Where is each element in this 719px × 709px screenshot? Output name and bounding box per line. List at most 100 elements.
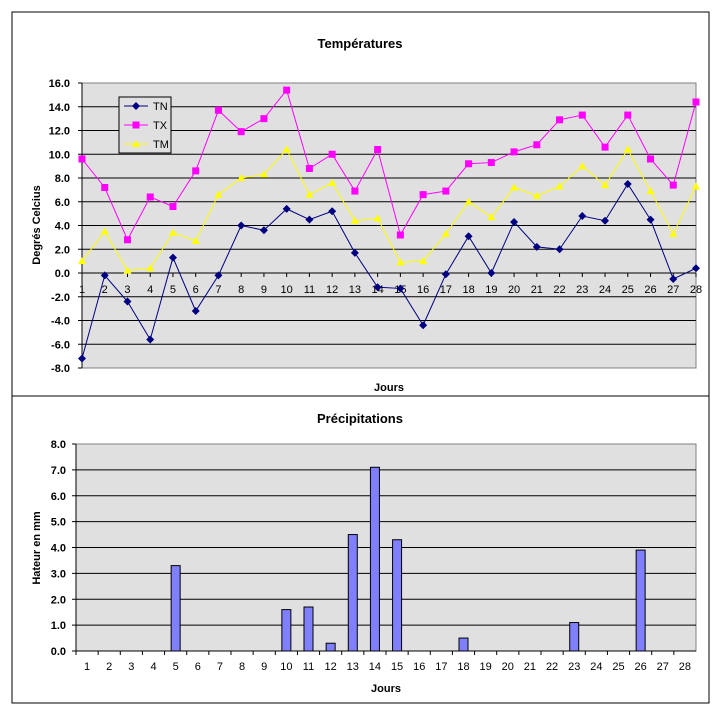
x-tick-label: 13 <box>349 284 361 296</box>
tx-point <box>132 121 140 129</box>
tm-point <box>350 216 359 224</box>
precip-bar <box>392 539 403 652</box>
tx-point <box>487 159 495 167</box>
legend-label-tx: TX <box>153 120 168 132</box>
tn-point <box>168 253 177 262</box>
tm-point <box>464 197 473 205</box>
y-tick-label: 6.0 <box>51 491 66 503</box>
y-tick-label: 8.0 <box>51 439 66 451</box>
tx-point <box>305 165 313 172</box>
tm-point <box>168 228 177 236</box>
tn-point <box>191 307 200 315</box>
tm-point <box>487 213 496 221</box>
y-tick-label: 2.0 <box>51 594 66 606</box>
tx-point <box>624 111 632 119</box>
x-tick-label: 8 <box>238 284 244 296</box>
y-tick-label: -4.0 <box>51 316 70 328</box>
y-tick-label: 16.0 <box>49 78 70 90</box>
tx-point <box>578 111 586 119</box>
x-tick-label: 8 <box>239 661 245 673</box>
tx-point <box>214 106 222 114</box>
tm-point <box>132 140 140 147</box>
x-axis-title: Jours <box>371 683 401 695</box>
legend: TN TX TM <box>118 96 172 154</box>
x-tick-label: 19 <box>480 661 492 673</box>
tn-line <box>81 182 697 359</box>
tm-point <box>259 170 268 178</box>
tn-point <box>578 212 587 220</box>
precip-bar <box>347 534 358 652</box>
x-tick-label: 16 <box>417 284 429 296</box>
precip-bar <box>281 609 292 652</box>
tx-point <box>192 167 200 175</box>
precip-bar <box>635 549 646 652</box>
x-tick-label: 18 <box>457 661 469 673</box>
tx-point <box>260 115 268 123</box>
tn-point <box>282 204 291 213</box>
x-tick-label: 5 <box>170 284 176 296</box>
tn-point <box>419 321 428 330</box>
tx-point <box>419 191 427 199</box>
tn-point <box>259 226 268 235</box>
x-tick-label: 27 <box>657 661 669 673</box>
x-tick-label: 22 <box>553 284 565 296</box>
x-tick-label: 4 <box>147 284 153 296</box>
x-tick-label: 13 <box>347 661 359 673</box>
tn-point <box>555 245 564 254</box>
y-axis-title: Hateur en mm <box>31 511 43 585</box>
tn-point <box>396 284 405 293</box>
y-tick-label: 7.0 <box>51 465 66 477</box>
x-tick-label: 10 <box>281 284 293 296</box>
precip-bar <box>369 466 380 652</box>
tx-point <box>123 236 131 244</box>
tn-point <box>100 271 109 280</box>
tm-point <box>601 181 610 189</box>
precip-bar <box>325 642 336 652</box>
x-tick-label: 9 <box>261 661 267 673</box>
x-tick-label: 24 <box>599 284 611 296</box>
x-tick-label: 15 <box>391 661 403 673</box>
y-tick-label: 12.0 <box>49 126 70 138</box>
tm-point <box>237 174 246 181</box>
x-tick-label: 27 <box>667 284 679 296</box>
tm-point <box>78 257 86 265</box>
y-tick-label: 6.0 <box>55 197 70 209</box>
tm-point <box>532 191 541 199</box>
tn-point <box>601 216 610 225</box>
chart-title: Températures <box>317 36 402 51</box>
x-tick-label: 1 <box>79 284 85 296</box>
tm-point <box>146 264 155 272</box>
x-tick-label: 23 <box>576 284 588 296</box>
tn-point <box>646 215 655 224</box>
tn-point <box>487 269 496 277</box>
x-tick-label: 10 <box>280 661 292 673</box>
x-tick-label: 9 <box>261 284 267 296</box>
x-tick-label: 5 <box>173 661 179 673</box>
x-tick-label: 3 <box>124 284 130 296</box>
tm-point <box>396 258 405 266</box>
y-tick-label: 4.0 <box>51 543 66 555</box>
x-tick-label: 12 <box>325 661 337 673</box>
x-tick-label: 22 <box>546 661 558 673</box>
tx-point <box>669 181 677 189</box>
x-tick-label: 26 <box>644 284 656 296</box>
tn-point <box>132 102 140 110</box>
tx-point <box>510 148 518 156</box>
y-tick-label: 0.0 <box>55 268 70 280</box>
x-tick-label: 21 <box>524 661 536 673</box>
x-tick-label: 2 <box>102 284 108 296</box>
tx-point <box>146 193 154 201</box>
tx-point <box>533 141 541 149</box>
tn-point <box>328 207 337 216</box>
tn-point <box>350 248 359 257</box>
x-tick-label: 6 <box>195 661 201 673</box>
y-tick-label: 14.0 <box>49 102 70 114</box>
x-tick-label: 19 <box>485 284 497 296</box>
tm-point <box>441 229 450 237</box>
y-tick-label: -8.0 <box>51 363 70 375</box>
x-tick-label: 7 <box>217 661 223 673</box>
precip-bar <box>458 637 469 652</box>
tm-point <box>623 145 632 153</box>
tm-point <box>328 178 337 186</box>
